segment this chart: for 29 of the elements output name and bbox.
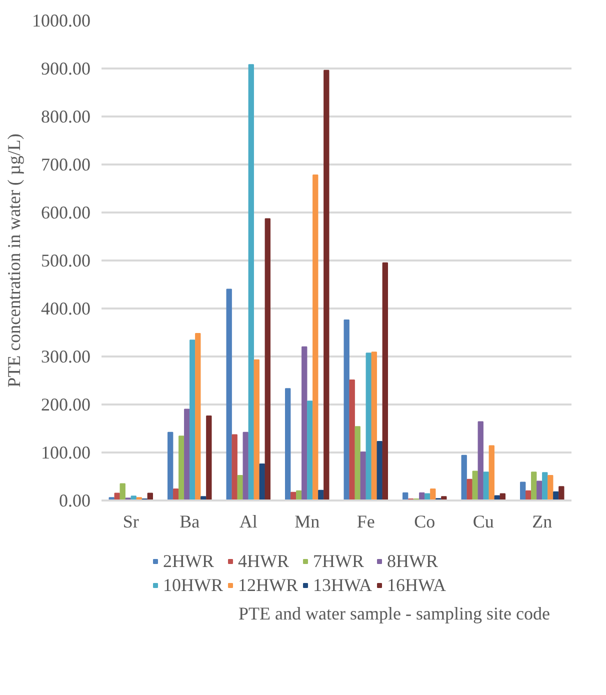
x-tick-label: Ba <box>180 512 200 532</box>
x-tick-label: Al <box>239 512 258 532</box>
y-tick-label: 500.00 <box>41 250 90 270</box>
legend-label: 8HWR <box>387 550 438 572</box>
y-axis-title: PTE concentration in water ( µg/L) <box>4 134 24 388</box>
y-tick-label: 700.00 <box>41 154 90 174</box>
y-tick-label: 200.00 <box>41 394 90 414</box>
y-tick-label: 300.00 <box>41 346 90 366</box>
x-tick-label: Mn <box>294 512 320 532</box>
legend-label: 2HWR <box>163 550 214 572</box>
legend-label: 16HWA <box>387 574 446 596</box>
y-tick-label: 800.00 <box>41 106 90 126</box>
x-tick-label: Zn <box>532 512 552 532</box>
legend-label: 12HWR <box>238 574 298 596</box>
legend-label: 13HWA <box>313 574 372 596</box>
y-tick-label: 400.00 <box>41 298 90 318</box>
x-tick-label: Co <box>414 512 436 532</box>
y-tick-label: 1000.00 <box>32 10 90 30</box>
y-tick-label: 600.00 <box>41 202 90 222</box>
y-tick-label: 100.00 <box>41 442 90 462</box>
x-tick-label: Sr <box>122 512 139 532</box>
legend-label: 4HWR <box>238 550 289 572</box>
x-tick-label: Cu <box>472 512 494 532</box>
legend-label: 10HWR <box>163 574 223 596</box>
legend-label: 7HWR <box>313 550 364 572</box>
x-tick-label: Fe <box>356 512 375 532</box>
y-tick-label: 0.00 <box>59 490 90 510</box>
x-axis-title: PTE and water sample - sampling site code <box>238 604 550 624</box>
y-tick-label: 900.00 <box>41 58 90 78</box>
